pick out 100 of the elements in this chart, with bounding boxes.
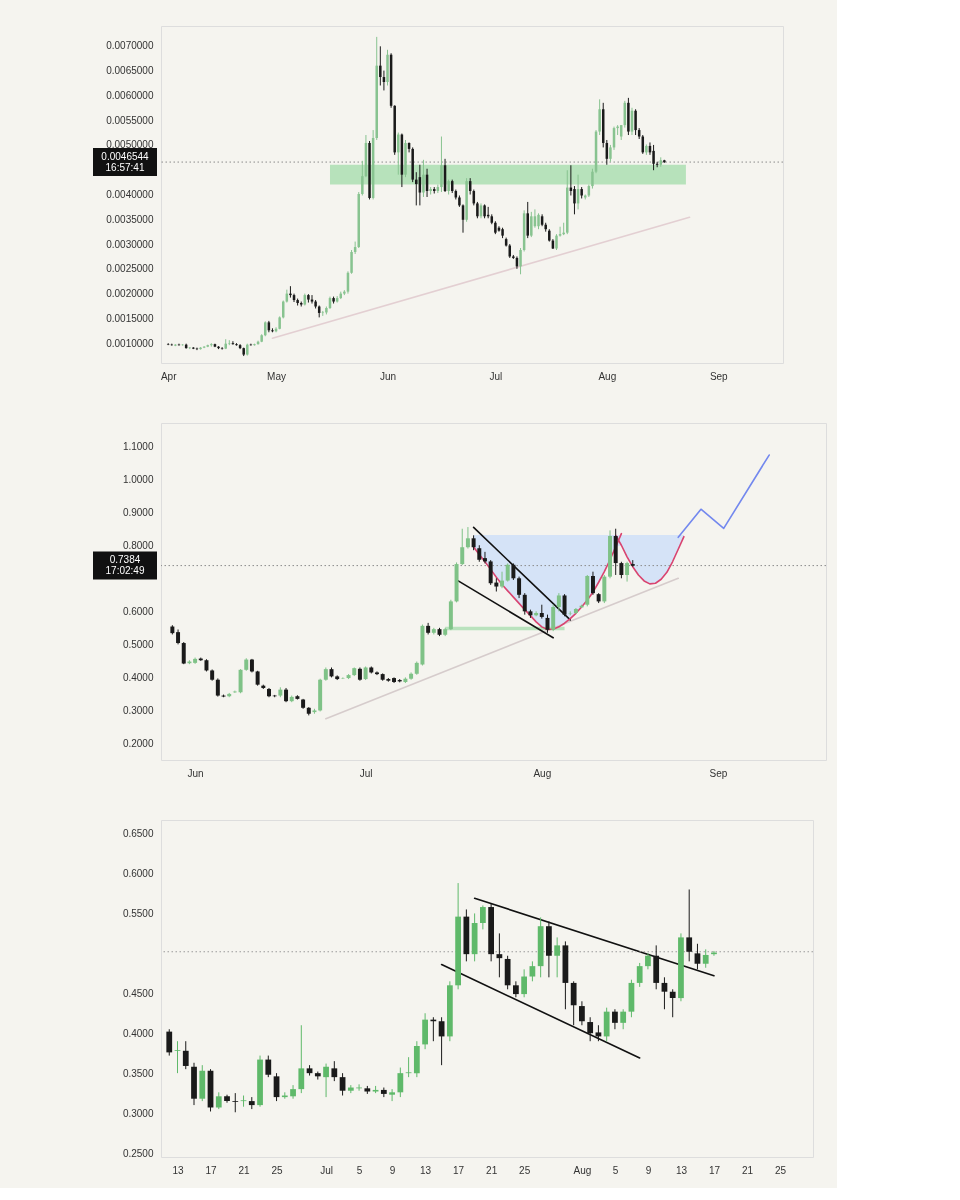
candlestick	[415, 171, 418, 206]
x-tick-label: 17	[205, 1164, 218, 1176]
y-tick-label: 0.2500	[122, 1147, 154, 1159]
y-tick-label: 0.6500	[122, 828, 154, 840]
x-tick-label: 13	[420, 1164, 432, 1176]
candlestick	[702, 948, 709, 969]
candlestick	[529, 960, 536, 982]
candlestick	[530, 211, 533, 238]
y-tick-label: 1.1000	[122, 440, 154, 452]
x-tick-label: 5	[356, 1164, 363, 1176]
y-tick-label: 0.0010000	[106, 337, 154, 349]
candlestick	[339, 1072, 346, 1097]
x-tick-label: Aug	[533, 767, 552, 779]
y-tick-label: 0.0030000	[106, 238, 154, 250]
y-tick-label: 0.5000	[122, 638, 154, 650]
candlestick	[620, 1008, 627, 1030]
candlestick	[174, 1040, 181, 1074]
candlestick	[526, 201, 529, 239]
y-tick-label: 0.9000	[122, 506, 154, 518]
x-tick-label: 13	[675, 1164, 688, 1176]
y-tick-label: 0.3000	[122, 1107, 154, 1119]
candlestick	[240, 1095, 247, 1108]
candlestick	[265, 1055, 272, 1078]
y-tick-label: 0.6000	[122, 868, 154, 879]
candlestick	[482, 551, 487, 564]
candlestick	[579, 1000, 585, 1026]
x-tick-label: 25	[774, 1164, 787, 1176]
candlestick	[587, 1016, 594, 1042]
candlestick	[521, 968, 528, 998]
candlestick	[290, 1084, 296, 1100]
candlestick	[397, 1067, 404, 1098]
x-tick-label: 25	[519, 1164, 531, 1176]
y-tick-label: 0.0035000	[106, 213, 154, 225]
candlestick	[331, 1060, 338, 1082]
x-tick-label: 13	[172, 1164, 185, 1176]
y-tick-label: 0.3500	[122, 1067, 154, 1079]
ref-line-label: 0.0046544	[101, 150, 150, 162]
candlestick	[551, 604, 556, 632]
candlestick	[235, 342, 238, 347]
text: 16:57:41	[105, 161, 145, 173]
y-tick-label: 0.6000	[122, 605, 154, 617]
x-tick-label: 9	[645, 1164, 652, 1176]
candlestick	[238, 668, 243, 694]
ref-line-label: 0.7384	[109, 554, 141, 566]
candlestick	[570, 980, 577, 1026]
candlestick	[669, 988, 676, 1018]
y-tick-label: 0.0055000	[106, 114, 154, 126]
y-tick-label: 0.0020000	[106, 288, 154, 300]
x-tick-label: Jun	[379, 370, 397, 382]
y-tick-label: 0.0015000	[106, 312, 154, 324]
candlestick	[612, 1008, 618, 1030]
y-tick-label: 0.0040000	[106, 189, 154, 200]
x-tick-label: Apr	[160, 370, 178, 382]
candlestick	[298, 1024, 305, 1094]
candlestick	[625, 561, 630, 583]
candlestick	[479, 904, 486, 930]
y-tick-label: 0.3000	[122, 704, 154, 716]
candlestick	[166, 1028, 173, 1057]
candlestick	[562, 593, 567, 617]
candlestick	[556, 592, 561, 612]
candlestick	[496, 932, 503, 978]
x-tick-label: 5	[612, 1164, 619, 1176]
candlestick	[397, 132, 400, 176]
candlestick	[231, 340, 235, 346]
candlestick	[636, 962, 643, 988]
candlestick	[440, 136, 443, 193]
y-tick-label: 0.0050000	[106, 139, 154, 151]
candlestick	[405, 1056, 412, 1078]
x-tick-label: 21	[486, 1164, 498, 1176]
y-tick-label: 0.0025000	[106, 263, 154, 275]
candlestick	[215, 677, 220, 698]
text: 17:02:49	[105, 565, 145, 577]
x-tick-label: Jul	[359, 767, 373, 779]
y-tick-label: 0.5500	[122, 907, 154, 919]
line-series	[677, 454, 770, 539]
x-tick-label: 17	[453, 1164, 465, 1176]
y-tick-label: 0.0060000	[106, 89, 154, 101]
x-tick-label: May	[267, 370, 287, 382]
candlestick	[694, 943, 701, 970]
candlestick	[634, 108, 637, 136]
y-tick-label: 0.8000	[122, 539, 154, 551]
candlestick	[652, 144, 655, 171]
y-tick-label: 0.0070000	[106, 40, 154, 52]
y-tick-label: 0.2000	[122, 737, 154, 749]
candlestick	[389, 1088, 395, 1102]
x-tick-label: 25	[271, 1164, 284, 1176]
candlestick	[202, 345, 206, 349]
x-tick-label: 21	[238, 1164, 251, 1176]
x-tick-label: Sep	[709, 767, 728, 779]
candlestick	[505, 562, 510, 583]
x-tick-label: 17	[708, 1164, 721, 1176]
y-tick-label: 0.4000	[122, 1027, 154, 1039]
x-tick-label: 21	[741, 1164, 754, 1176]
y-tick-label: 0.0065000	[106, 65, 154, 77]
candlestick	[379, 45, 382, 86]
x-tick-label: Aug	[598, 370, 617, 382]
candlestick	[182, 1040, 189, 1070]
x-tick-label: 9	[389, 1164, 396, 1176]
y-tick-label: 0.4500	[122, 987, 154, 999]
candlestick	[686, 888, 693, 962]
